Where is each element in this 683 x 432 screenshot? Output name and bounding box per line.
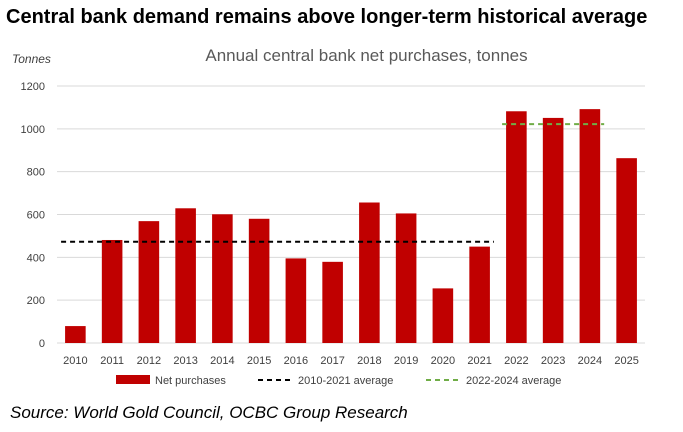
x-tick-label: 2014 bbox=[210, 355, 234, 367]
y-tick-label: 600 bbox=[27, 210, 45, 222]
x-tick-label: 2019 bbox=[394, 355, 418, 367]
x-tick-label: 2022 bbox=[504, 355, 528, 367]
bar-2010 bbox=[65, 326, 86, 343]
bar-2013 bbox=[175, 208, 196, 343]
y-tick-label: 1200 bbox=[21, 81, 45, 93]
x-tick-label: 2018 bbox=[357, 355, 381, 367]
bar-2021 bbox=[469, 246, 490, 343]
x-tick-label: 2020 bbox=[431, 355, 455, 367]
x-tick-label: 2012 bbox=[137, 355, 161, 367]
x-axis-ticks: 2010 2011 2012 2013 2014 2015 2016 2017 2018 2019… bbox=[63, 355, 639, 367]
y-axis-unit-label: Tonnes bbox=[12, 52, 51, 66]
bar-2018 bbox=[359, 202, 380, 343]
bar-2014 bbox=[212, 214, 233, 343]
y-axis-ticks: 0 200 400 600 800 1000 1200 bbox=[21, 81, 45, 350]
y-tick-label: 0 bbox=[39, 338, 45, 350]
bar-2015 bbox=[248, 218, 270, 343]
source-note: Source: World Gold Council, OCBC Group R… bbox=[10, 403, 408, 422]
bar-2011 bbox=[101, 239, 123, 343]
legend-label-avg-2022-2024: 2022-2024 average bbox=[466, 375, 561, 387]
x-tick-label: 2025 bbox=[614, 355, 638, 367]
bar-series bbox=[65, 109, 637, 344]
x-tick-label: 2024 bbox=[578, 355, 602, 367]
bar-2012 bbox=[138, 221, 160, 343]
x-tick-label: 2021 bbox=[467, 355, 491, 367]
legend-label-avg-2010-2021: 2010-2021 average bbox=[298, 375, 393, 387]
y-tick-label: 200 bbox=[27, 295, 45, 307]
bar-2020 bbox=[432, 288, 454, 343]
x-tick-label: 2017 bbox=[320, 355, 344, 367]
x-tick-label: 2013 bbox=[173, 355, 197, 367]
page-heading: Central bank demand remains above longer… bbox=[6, 6, 648, 28]
chart-legend: Net purchases 2010-2021 average 2022-2024 … bbox=[116, 375, 561, 387]
x-tick-label: 2015 bbox=[247, 355, 271, 367]
bar-2024 bbox=[579, 109, 601, 343]
bar-2022 bbox=[506, 111, 527, 343]
bar-2016 bbox=[285, 258, 307, 343]
bar-2025 bbox=[616, 158, 637, 343]
legend-swatch-net-purchases bbox=[116, 375, 150, 384]
chart-title: Annual central bank net purchases, tonne… bbox=[205, 46, 528, 65]
x-tick-label: 2011 bbox=[100, 355, 124, 367]
y-tick-label: 400 bbox=[27, 252, 45, 264]
x-tick-label: 2023 bbox=[541, 355, 565, 367]
bar-2017 bbox=[322, 261, 343, 343]
x-tick-label: 2010 bbox=[63, 355, 87, 367]
x-tick-label: 2016 bbox=[284, 355, 308, 367]
y-tick-label: 800 bbox=[27, 167, 45, 179]
bar-2023 bbox=[542, 117, 564, 344]
y-tick-label: 1000 bbox=[21, 124, 45, 136]
legend-label-net-purchases: Net purchases bbox=[155, 375, 226, 387]
average-lines bbox=[61, 123, 605, 243]
bar-2019 bbox=[395, 213, 417, 343]
